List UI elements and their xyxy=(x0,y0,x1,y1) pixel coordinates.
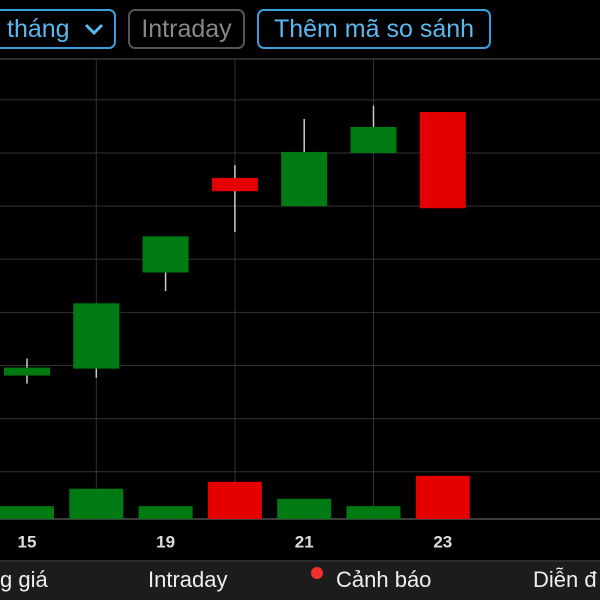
volume-bar xyxy=(207,481,262,519)
tab[interactable]: Diễn đ xyxy=(533,567,597,592)
tab[interactable]: g giá xyxy=(0,567,48,592)
chart: 15 19 21 23 xyxy=(0,58,600,562)
tab[interactable]: Cảnh báo xyxy=(336,567,432,592)
candle-body xyxy=(281,151,328,207)
period-label: tháng xyxy=(7,15,70,43)
volume-bar xyxy=(346,506,401,519)
period-button[interactable]: tháng xyxy=(0,9,116,49)
volume-bar xyxy=(277,498,332,519)
chevron xyxy=(84,23,104,36)
compare-button[interactable]: Thêm mã so sánh xyxy=(257,9,491,49)
candle-body xyxy=(419,112,466,209)
x-tick-label: 23 xyxy=(433,532,452,551)
x-tick-label: 21 xyxy=(295,532,314,551)
candle-body xyxy=(350,126,397,153)
candle-body xyxy=(73,303,120,369)
tab[interactable]: Intraday xyxy=(148,567,228,592)
intraday-button[interactable]: Intraday xyxy=(128,9,245,49)
x-tick-label: 19 xyxy=(156,532,175,551)
volume-bar xyxy=(415,475,470,519)
volume-bar xyxy=(0,506,54,519)
volume-bar xyxy=(138,506,193,519)
candle-body xyxy=(4,367,50,376)
alert-dot xyxy=(311,567,323,579)
candle-body xyxy=(211,177,258,192)
x-tick-label: 15 xyxy=(18,532,37,551)
volume-bar xyxy=(69,488,124,519)
candle-body xyxy=(142,236,189,273)
tab-bar xyxy=(0,562,600,600)
